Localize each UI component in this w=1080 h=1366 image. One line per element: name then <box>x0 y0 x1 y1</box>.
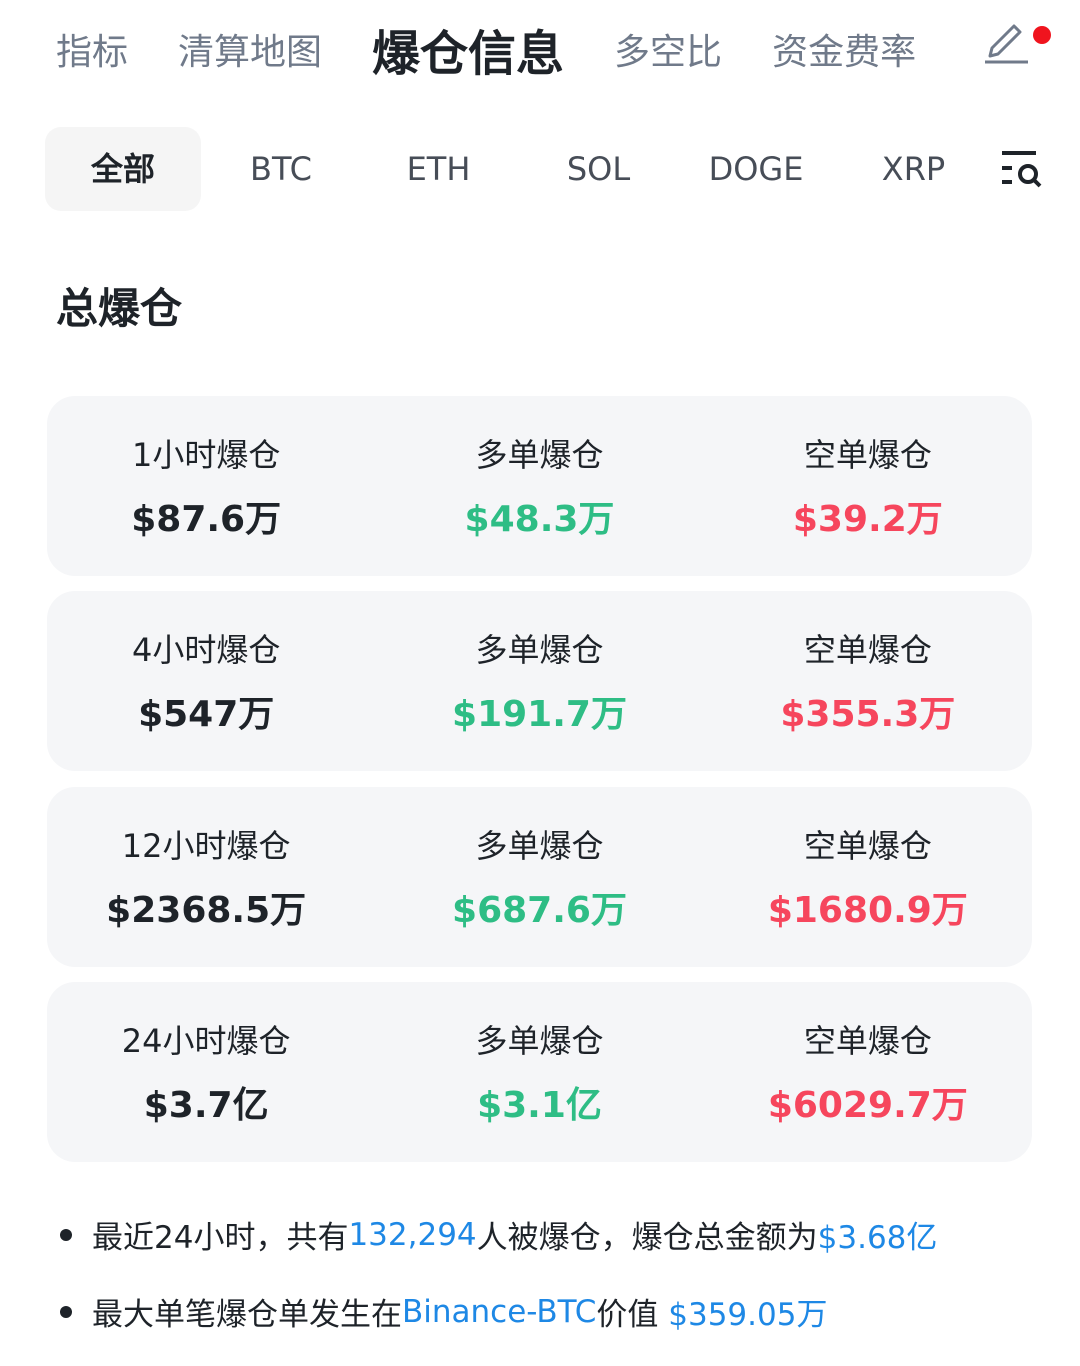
coin-tab-sol[interactable]: SOL <box>566 150 631 188</box>
short-value: $6029.7万 <box>767 1085 968 1126</box>
filter-search-icon[interactable] <box>1000 148 1044 190</box>
largest-order-value: $359.05万 <box>668 1297 828 1333</box>
short-value: $1680.9万 <box>767 890 968 931</box>
notification-dot <box>1033 26 1051 44</box>
long-value: $3.1亿 <box>477 1085 602 1126</box>
note-text: 人被爆仓，爆仓总金额为 <box>476 1220 818 1256</box>
total-col: 4小时爆仓 $547万 <box>42 591 370 771</box>
liquidated-count: 132,294 <box>348 1216 477 1253</box>
long-label: 多单爆仓 <box>475 827 604 865</box>
tab-indicators[interactable]: 指标 <box>56 32 129 73</box>
long-label: 多单爆仓 <box>475 631 604 669</box>
long-value: $687.6万 <box>452 890 627 931</box>
note-text: 价值 <box>596 1297 669 1333</box>
largest-order-pair[interactable]: Binance-BTC <box>402 1293 597 1330</box>
short-label: 空单爆仓 <box>803 827 932 865</box>
total-col: 12小时爆仓 $2368.5万 <box>42 787 370 967</box>
total-value: $2368.5万 <box>106 890 307 931</box>
short-col: 空单爆仓 $355.3万 <box>704 591 1032 771</box>
section-title: 总爆仓 <box>56 284 183 333</box>
total-value: $87.6万 <box>131 499 282 540</box>
coin-tab-xrp[interactable]: XRP <box>881 150 946 188</box>
tab-liquidation-map[interactable]: 清算地图 <box>178 32 323 73</box>
long-label: 多单爆仓 <box>475 1022 604 1060</box>
coin-tab-doge[interactable]: DOGE <box>708 150 804 188</box>
coin-tab-eth[interactable]: ETH <box>406 150 471 188</box>
period-label: 1小时爆仓 <box>131 436 281 474</box>
tab-long-short-ratio[interactable]: 多空比 <box>614 32 723 73</box>
period-label: 12小时爆仓 <box>121 827 291 865</box>
long-col: 多单爆仓 $48.3万 <box>375 396 703 576</box>
short-label: 空单爆仓 <box>803 1022 932 1060</box>
note-24h-summary: 最近24小时，共有 132,294 人被爆仓，爆仓总金额为 $3.68亿 <box>60 1212 1060 1257</box>
liquidation-card: 24小时爆仓 $3.7亿 多单爆仓 $3.1亿 空单爆仓 $6029.7万 <box>47 982 1032 1162</box>
liquidation-card: 4小时爆仓 $547万 多单爆仓 $191.7万 空单爆仓 $355.3万 <box>47 591 1032 771</box>
total-col: 1小时爆仓 $87.6万 <box>42 396 370 576</box>
edit-icon[interactable] <box>982 18 1032 68</box>
short-col: 空单爆仓 $39.2万 <box>704 396 1032 576</box>
short-col: 空单爆仓 $1680.9万 <box>704 787 1032 967</box>
short-value: $355.3万 <box>780 694 956 735</box>
note-largest-order: 最大单笔爆仓单发生在 Binance-BTC 价值 $359.05万 <box>60 1289 1060 1334</box>
note-text: 最近24小时，共有 <box>92 1220 349 1256</box>
tab-liquidation-info[interactable]: 爆仓信息 <box>372 26 565 82</box>
liquidation-card: 1小时爆仓 $87.6万 多单爆仓 $48.3万 空单爆仓 $39.2万 <box>47 396 1032 576</box>
coin-tabs: 全部 BTC ETH SOL DOGE XRP <box>45 127 1080 211</box>
bullet <box>60 1228 72 1241</box>
long-col: 多单爆仓 $3.1亿 <box>375 982 703 1162</box>
liquidated-total: $3.68亿 <box>817 1220 938 1256</box>
long-value: $191.7万 <box>452 694 627 735</box>
coin-tab-all[interactable]: 全部 <box>45 127 201 211</box>
liquidation-card: 12小时爆仓 $2368.5万 多单爆仓 $687.6万 空单爆仓 $1680.9万 <box>47 787 1032 967</box>
bullet <box>60 1305 72 1318</box>
top-tabs: 指标 清算地图 爆仓信息 多空比 资金费率 <box>56 14 1080 84</box>
long-col: 多单爆仓 $687.6万 <box>375 787 703 967</box>
note-text: 最大单笔爆仓单发生在 <box>92 1297 402 1333</box>
total-value: $3.7亿 <box>143 1085 269 1126</box>
total-col: 24小时爆仓 $3.7亿 <box>42 982 370 1162</box>
long-value: $48.3万 <box>464 499 615 540</box>
notes: 最近24小时，共有 132,294 人被爆仓，爆仓总金额为 $3.68亿 最大单… <box>60 1212 1060 1366</box>
long-label: 多单爆仓 <box>475 436 604 474</box>
short-label: 空单爆仓 <box>803 631 932 669</box>
short-value: $39.2万 <box>792 499 943 540</box>
coin-tab-btc[interactable]: BTC <box>250 150 312 188</box>
short-label: 空单爆仓 <box>803 436 932 474</box>
short-col: 空单爆仓 $6029.7万 <box>704 982 1032 1162</box>
total-value: $547万 <box>138 694 275 735</box>
long-col: 多单爆仓 $191.7万 <box>375 591 703 771</box>
tab-funding-rate[interactable]: 资金费率 <box>772 32 917 73</box>
period-label: 4小时爆仓 <box>131 631 281 669</box>
period-label: 24小时爆仓 <box>121 1022 291 1060</box>
